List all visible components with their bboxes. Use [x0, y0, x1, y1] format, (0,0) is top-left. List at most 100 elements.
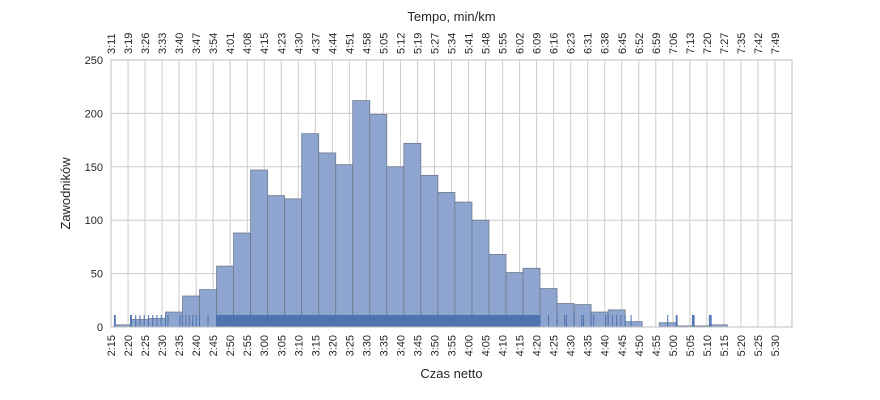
- top-tick-label: 6:52: [634, 33, 646, 54]
- x-tick-label: 5:30: [770, 335, 782, 356]
- x-tick-label: 2:50: [225, 335, 237, 356]
- top-tick-label: 6:09: [532, 33, 544, 54]
- top-tick-label: 4:01: [225, 33, 237, 54]
- x-tick-label: 5:10: [702, 335, 714, 356]
- histogram-bar: [352, 100, 371, 328]
- top-tick-label: 5:48: [481, 33, 493, 54]
- top-tick-label: 6:02: [515, 33, 527, 54]
- histogram-bar: [573, 304, 592, 328]
- y-axis-ticks: 0 50 100 150 200 250: [85, 55, 103, 334]
- x-tick-label: 3:55: [447, 335, 459, 356]
- top-tick-label: 6:45: [617, 33, 629, 54]
- histogram-bars: [114, 100, 728, 328]
- x-axis-ticks: 2:15 2:20 2:25 2:30 2:35 2:40 2:45 2:50 2:55 3:00…: [106, 335, 782, 356]
- top-tick-label: 3:26: [140, 33, 152, 54]
- x-tick-label: 4:55: [651, 335, 663, 356]
- top-tick-label: 6:23: [566, 33, 578, 54]
- x-tick-label: 3:50: [429, 335, 441, 356]
- y-tick-label: 150: [85, 162, 103, 174]
- x-tick-label: 2:20: [123, 335, 135, 356]
- x-axis-label: Czas netto: [420, 366, 482, 381]
- histogram-bar: [454, 201, 473, 328]
- y-axis-label: Zawodników: [58, 157, 73, 230]
- histogram-bar: [556, 303, 575, 328]
- top-tick-label: 7:49: [770, 33, 782, 54]
- top-tick-label: 4:15: [259, 33, 271, 54]
- histogram-bar: [233, 232, 252, 328]
- top-tick-label: 4:51: [344, 33, 356, 54]
- histogram-bar: [386, 166, 405, 328]
- y-tick-label: 250: [85, 55, 103, 67]
- x-tick-label: 4:25: [549, 335, 561, 356]
- top-tick-label: 6:31: [583, 33, 595, 54]
- x-tick-label: 3:15: [310, 335, 322, 356]
- x-tick-label: 3:30: [361, 335, 373, 356]
- x-tick-label: 4:45: [617, 335, 629, 356]
- histogram-bar: [267, 195, 286, 328]
- x-tick-label: 5:00: [668, 335, 680, 356]
- x-tick-label: 4:35: [583, 335, 595, 356]
- x-tick-label: 4:50: [634, 335, 646, 356]
- x-tick-label: 2:30: [157, 335, 169, 356]
- top-tick-label: 5:12: [395, 33, 407, 54]
- x-tick-label: 4:10: [498, 335, 510, 356]
- top-tick-label: 4:23: [276, 33, 288, 54]
- histogram-bar: [284, 198, 303, 328]
- x-tick-label: 3:40: [395, 335, 407, 356]
- x-tick-label: 2:45: [208, 335, 220, 356]
- x-tick-label: 4:40: [600, 335, 612, 356]
- top-tick-label: 3:33: [157, 33, 169, 54]
- top-tick-label: 3:11: [106, 33, 118, 54]
- top-axis-label: Tempo, min/km: [407, 9, 495, 24]
- x-tick-label: 5:15: [719, 335, 731, 356]
- x-tick-label: 5:05: [685, 335, 697, 356]
- top-tick-label: 7:35: [736, 33, 748, 54]
- histogram-bar: [182, 295, 200, 328]
- histogram-bar: [335, 164, 354, 328]
- y-tick-label: 100: [85, 215, 103, 227]
- histogram-bar: [471, 219, 490, 328]
- rug-marks: [113, 315, 712, 327]
- top-tick-label: 3:40: [174, 33, 186, 54]
- top-tick-label: 4:08: [242, 33, 254, 54]
- top-tick-label: 6:38: [600, 33, 612, 54]
- top-tick-label: 5:41: [464, 33, 476, 54]
- x-tick-label: 4:20: [532, 335, 544, 356]
- y-tick-label: 0: [97, 322, 103, 334]
- top-tick-label: 7:13: [685, 33, 697, 54]
- histogram-bar: [250, 169, 269, 328]
- top-tick-label: 4:30: [293, 33, 305, 54]
- histogram-bar: [301, 133, 320, 328]
- x-tick-label: 3:45: [412, 335, 424, 356]
- top-tick-label: 7:42: [753, 33, 765, 54]
- y-tick-label: 200: [85, 108, 103, 120]
- histogram-bar: [318, 152, 337, 328]
- x-tick-label: 3:10: [293, 335, 305, 356]
- top-tick-label: 7:06: [668, 33, 680, 54]
- plot-frame: [110, 59, 793, 328]
- top-tick-label: 3:19: [123, 33, 135, 54]
- top-tick-label: 3:54: [208, 33, 220, 54]
- histogram-bar: [369, 114, 388, 328]
- x-tick-label: 2:40: [191, 335, 203, 356]
- top-tick-label: 6:59: [651, 33, 663, 54]
- top-tick-label: 5:05: [378, 33, 390, 54]
- x-tick-label: 2:15: [106, 335, 118, 356]
- top-tick-label: 3:47: [191, 33, 203, 54]
- x-tick-label: 2:35: [174, 335, 186, 356]
- top-tick-label: 7:27: [719, 33, 731, 54]
- x-tick-label: 4:15: [515, 335, 527, 356]
- x-tick-label: 5:25: [753, 335, 765, 356]
- x-tick-label: 2:55: [242, 335, 254, 356]
- top-tick-label: 4:44: [327, 33, 339, 54]
- y-tick-label: 50: [91, 269, 103, 281]
- top-tick-label: 4:58: [361, 33, 373, 54]
- x-tick-label: 3:00: [259, 335, 271, 356]
- top-tick-label: 5:55: [498, 33, 510, 54]
- x-tick-label: 3:35: [378, 335, 390, 356]
- histogram-bar: [403, 142, 422, 328]
- top-tick-label: 7:20: [702, 33, 714, 54]
- x-tick-label: 4:00: [464, 335, 476, 356]
- x-tick-label: 5:20: [736, 335, 748, 356]
